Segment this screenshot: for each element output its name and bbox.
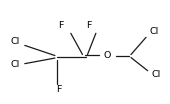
Text: Cl: Cl	[10, 60, 19, 69]
Text: Cl: Cl	[151, 70, 161, 79]
Text: F: F	[58, 21, 63, 30]
Text: Cl: Cl	[150, 27, 159, 36]
Text: O: O	[104, 51, 111, 59]
Text: F: F	[56, 85, 62, 94]
Text: Cl: Cl	[10, 37, 19, 46]
Text: F: F	[87, 21, 92, 30]
